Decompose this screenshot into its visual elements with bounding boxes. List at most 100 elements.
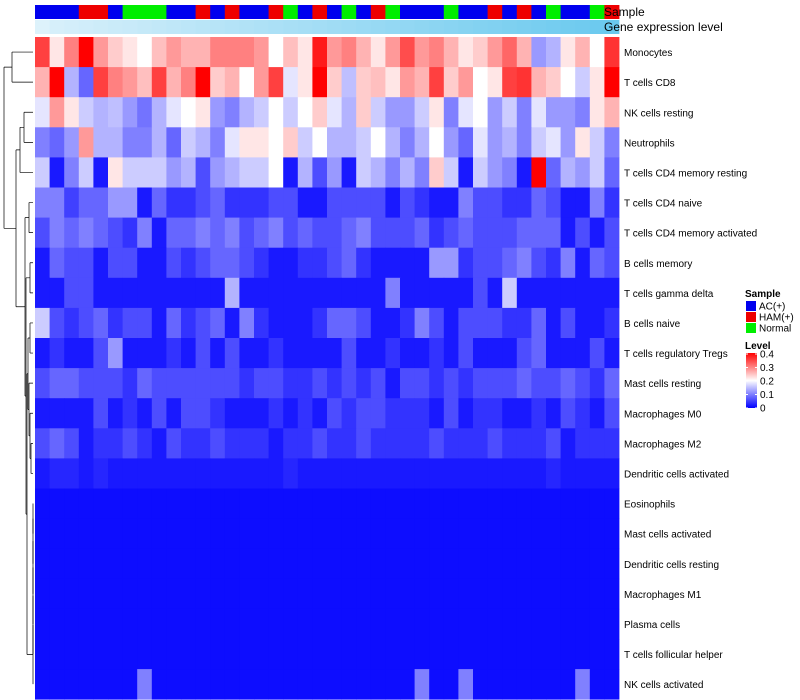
- heatmap-cell: [502, 669, 518, 700]
- heatmap-cell: [312, 67, 328, 98]
- heatmap-cell: [283, 518, 299, 550]
- heatmap-cell: [429, 338, 445, 369]
- heatmap-cell: [210, 488, 226, 519]
- heatmap-cell: [49, 398, 65, 429]
- heatmap-cell: [400, 639, 415, 670]
- heatmap-cell: [224, 277, 240, 309]
- heatmap-cell: [546, 368, 561, 399]
- heatmap-cell: [93, 578, 109, 610]
- heatmap-cell: [78, 488, 94, 519]
- heatmap-cell: [137, 247, 153, 279]
- sample-annotation-row: [35, 5, 620, 19]
- heatmap-cell: [49, 639, 65, 670]
- heatmap-cell: [356, 608, 372, 640]
- heatmap-cell: [370, 368, 386, 399]
- heatmap-cell: [239, 578, 255, 610]
- heatmap-cell: [443, 247, 459, 279]
- gene-expression-cell: [400, 20, 415, 34]
- row-label: Dendritic cells resting: [624, 560, 719, 571]
- heatmap-cell: [49, 67, 65, 98]
- heatmap-cell: [210, 368, 226, 399]
- heatmap-cell: [546, 548, 561, 580]
- heatmap-cell: [108, 67, 123, 98]
- row-label: Plasma cells: [624, 620, 680, 631]
- heatmap-cell: [560, 307, 576, 339]
- heatmap-cell: [297, 97, 313, 128]
- heatmap-cell: [122, 127, 138, 158]
- heatmap-cell: [181, 127, 196, 158]
- heatmap-cell: [400, 338, 415, 369]
- heatmap-cell: [181, 428, 196, 459]
- heatmap-cell: [575, 307, 591, 339]
- heatmap-cell: [414, 37, 430, 68]
- gene-expression-cell: [546, 20, 561, 34]
- heatmap-cell: [400, 669, 415, 700]
- heatmap-cell: [385, 458, 401, 489]
- heatmap-cell: [443, 97, 459, 128]
- heatmap-cell: [589, 368, 605, 399]
- heatmap-cell: [487, 368, 503, 399]
- heatmap-cell: [35, 548, 50, 580]
- heatmap-cell: [414, 67, 430, 98]
- heatmap-cell: [268, 608, 284, 640]
- heatmap-cell: [487, 608, 503, 640]
- heatmap-cell: [108, 307, 123, 339]
- heatmap-cell: [78, 127, 94, 158]
- heatmap-cell: [473, 578, 488, 610]
- heatmap-cell: [254, 428, 269, 459]
- heatmap-cell: [122, 488, 138, 519]
- sample-cell: [49, 5, 65, 19]
- sample-cell: [239, 5, 255, 19]
- heatmap-cell: [151, 428, 167, 459]
- heatmap-cell: [429, 157, 445, 188]
- heatmap-cell: [64, 428, 80, 459]
- gene-expression-cell: [181, 20, 196, 34]
- heatmap-cell: [210, 518, 226, 550]
- heatmap-cell: [400, 518, 415, 550]
- gene-expression-row-label: Gene expression level: [604, 20, 723, 34]
- heatmap-cell: [210, 669, 226, 700]
- heatmap-cell: [370, 97, 386, 128]
- heatmap-cell: [78, 187, 94, 218]
- gene-expression-cell: [224, 20, 240, 34]
- heatmap-cell: [385, 307, 401, 339]
- heatmap-cell: [166, 187, 182, 218]
- heatmap-cell: [327, 458, 342, 489]
- heatmap-cell: [341, 338, 357, 369]
- heatmap-cell: [589, 548, 605, 580]
- heatmap-cell: [458, 127, 474, 158]
- heatmap-cell: [502, 518, 518, 550]
- heatmap-cell: [604, 488, 620, 519]
- heatmap-cell: [341, 187, 357, 218]
- heatmap-cell: [356, 277, 372, 309]
- heatmap-cell: [78, 368, 94, 399]
- row-label: B cells memory: [624, 259, 692, 270]
- heatmap-cell: [414, 307, 430, 339]
- dendrogram-branch: [23, 111, 33, 143]
- heatmap-cell: [327, 368, 342, 399]
- heatmap-cell: [35, 217, 50, 249]
- heatmap-cell: [575, 127, 591, 158]
- heatmap-cell: [181, 97, 196, 128]
- heatmap-cell: [210, 37, 226, 68]
- heatmap-cell: [370, 67, 386, 98]
- heatmap-cell: [312, 669, 328, 700]
- heatmap-cell: [166, 458, 182, 489]
- heatmap-cell: [370, 639, 386, 670]
- heatmap-cell: [370, 127, 386, 158]
- gene-expression-cell: [122, 20, 138, 34]
- heatmap-cell: [502, 277, 518, 309]
- heatmap-cell: [122, 669, 138, 700]
- heatmap-cell: [181, 669, 196, 700]
- heatmap-cell: [560, 458, 576, 489]
- heatmap-cell: [254, 37, 269, 68]
- heatmap-cell: [356, 307, 372, 339]
- heatmap-cell: [137, 307, 153, 339]
- heatmap-cell: [122, 37, 138, 68]
- heatmap-cell: [181, 639, 196, 670]
- heatmap-cell: [239, 338, 255, 369]
- heatmap-cell: [575, 639, 591, 670]
- heatmap-cell: [502, 458, 518, 489]
- heatmap-cell: [487, 187, 503, 218]
- heatmap-cell: [151, 368, 167, 399]
